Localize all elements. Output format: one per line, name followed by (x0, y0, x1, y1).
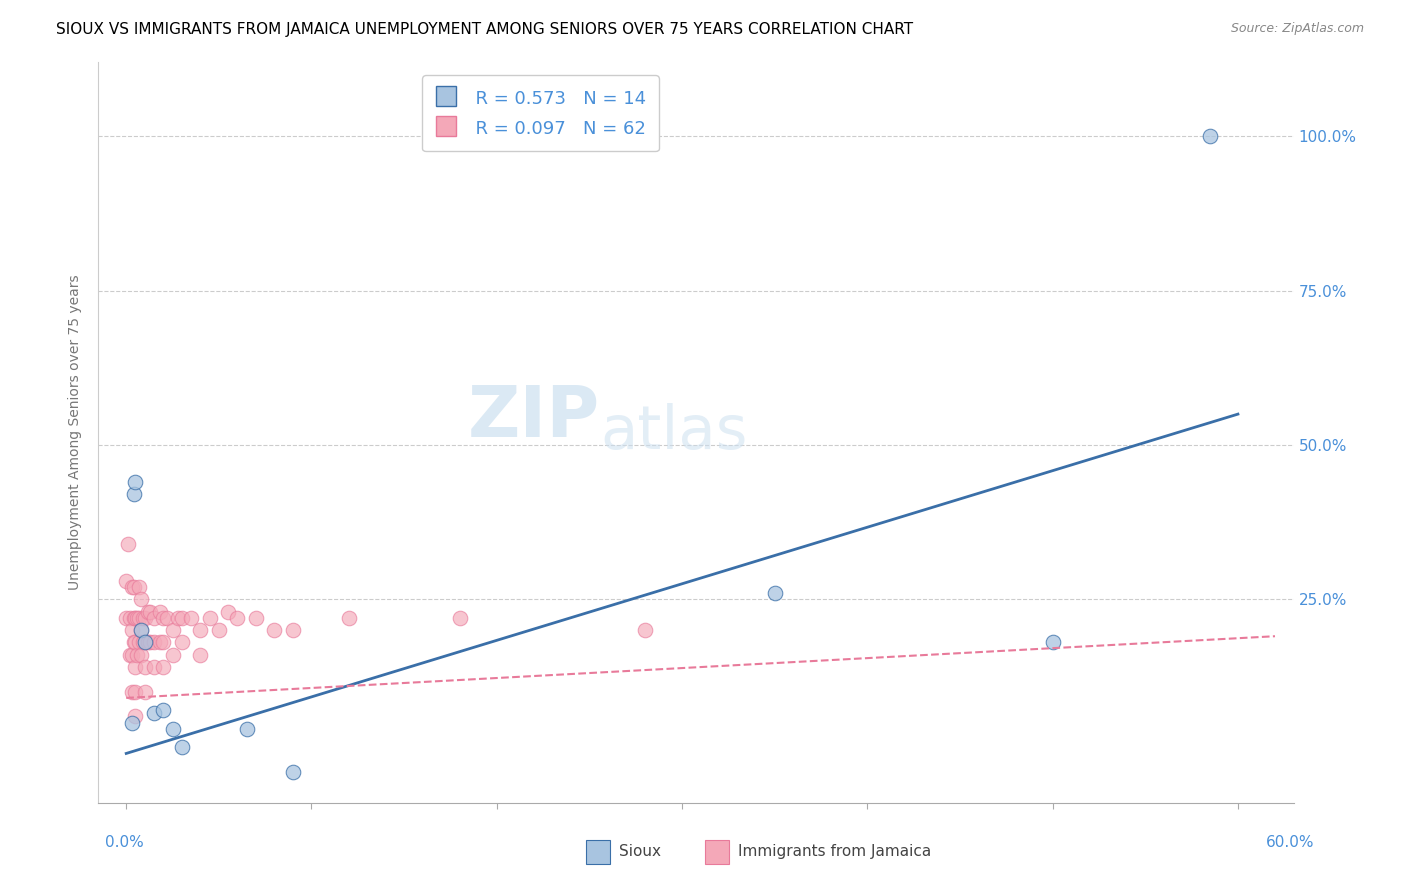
Point (763, 586, 786, 600)
Point (134, 635, 156, 649)
Point (188, 623, 211, 637)
Point (138, 635, 160, 649)
Point (180, 611, 202, 625)
Text: Sioux: Sioux (619, 845, 661, 859)
Point (122, 487, 145, 501)
Point (121, 715, 143, 730)
Point (134, 635, 156, 649)
Point (235, 722, 257, 736)
Point (132, 635, 155, 649)
Point (162, 722, 184, 736)
Point (134, 660, 156, 674)
Point (118, 611, 141, 625)
Legend:   R = 0.573   N = 14,   R = 0.097   N = 62: R = 0.573 N = 14, R = 0.097 N = 62 (422, 75, 659, 151)
Point (138, 605, 160, 619)
Point (152, 660, 174, 674)
Point (128, 611, 150, 625)
Point (162, 623, 184, 637)
Point (124, 660, 146, 674)
Point (121, 648, 143, 662)
Point (634, 623, 657, 637)
Point (281, 623, 304, 637)
Point (121, 580, 143, 594)
Point (245, 611, 267, 625)
Point (208, 623, 231, 637)
Point (281, 764, 304, 779)
Point (143, 706, 166, 721)
Point (226, 611, 249, 625)
Point (128, 580, 150, 594)
Point (156, 611, 179, 625)
Point (263, 623, 285, 637)
Text: SIOUX VS IMMIGRANTS FROM JAMAICA UNEMPLOYMENT AMONG SENIORS OVER 75 YEARS CORREL: SIOUX VS IMMIGRANTS FROM JAMAICA UNEMPLO… (56, 22, 914, 37)
Point (148, 635, 170, 649)
Text: ■: ■ (707, 842, 727, 862)
Point (170, 635, 193, 649)
Point (124, 709, 146, 723)
Point (129, 623, 152, 637)
Point (337, 611, 360, 625)
Point (152, 635, 174, 649)
Point (143, 635, 166, 649)
Point (127, 648, 149, 662)
Point (139, 635, 162, 649)
Y-axis label: Unemployment Among Seniors over 75 years: Unemployment Among Seniors over 75 years (69, 275, 83, 591)
Text: ZIP: ZIP (468, 384, 600, 452)
Point (129, 648, 152, 662)
Point (134, 685, 156, 699)
Point (152, 611, 174, 625)
Text: atlas: atlas (600, 403, 748, 462)
Point (122, 580, 145, 594)
Point (115, 611, 138, 625)
Point (127, 611, 149, 625)
Point (1042, 635, 1064, 649)
Point (121, 623, 143, 637)
Point (118, 648, 141, 662)
Point (217, 605, 239, 619)
Point (115, 574, 138, 588)
Point (143, 660, 166, 674)
Text: ■: ■ (588, 842, 607, 862)
Point (170, 740, 193, 755)
Point (117, 536, 139, 550)
Point (129, 623, 152, 637)
Point (124, 611, 146, 625)
Point (162, 648, 184, 662)
Point (188, 648, 211, 662)
Point (167, 611, 190, 625)
Point (124, 635, 146, 649)
Point (122, 635, 145, 649)
Point (139, 605, 162, 619)
Point (124, 685, 146, 699)
Point (449, 611, 471, 625)
Point (121, 685, 143, 699)
Point (132, 611, 155, 625)
Point (124, 475, 146, 489)
Text: 60.0%: 60.0% (1267, 836, 1315, 850)
Point (170, 611, 193, 625)
Point (198, 611, 221, 625)
Text: Source: ZipAtlas.com: Source: ZipAtlas.com (1230, 22, 1364, 36)
Point (148, 605, 170, 619)
Point (134, 611, 156, 625)
Point (143, 611, 166, 625)
Point (152, 703, 174, 717)
Point (122, 611, 145, 625)
Point (129, 592, 152, 607)
Point (1199, 129, 1222, 144)
Text: 0.0%: 0.0% (105, 836, 145, 850)
Point (128, 635, 150, 649)
Text: Immigrants from Jamaica: Immigrants from Jamaica (738, 845, 931, 859)
